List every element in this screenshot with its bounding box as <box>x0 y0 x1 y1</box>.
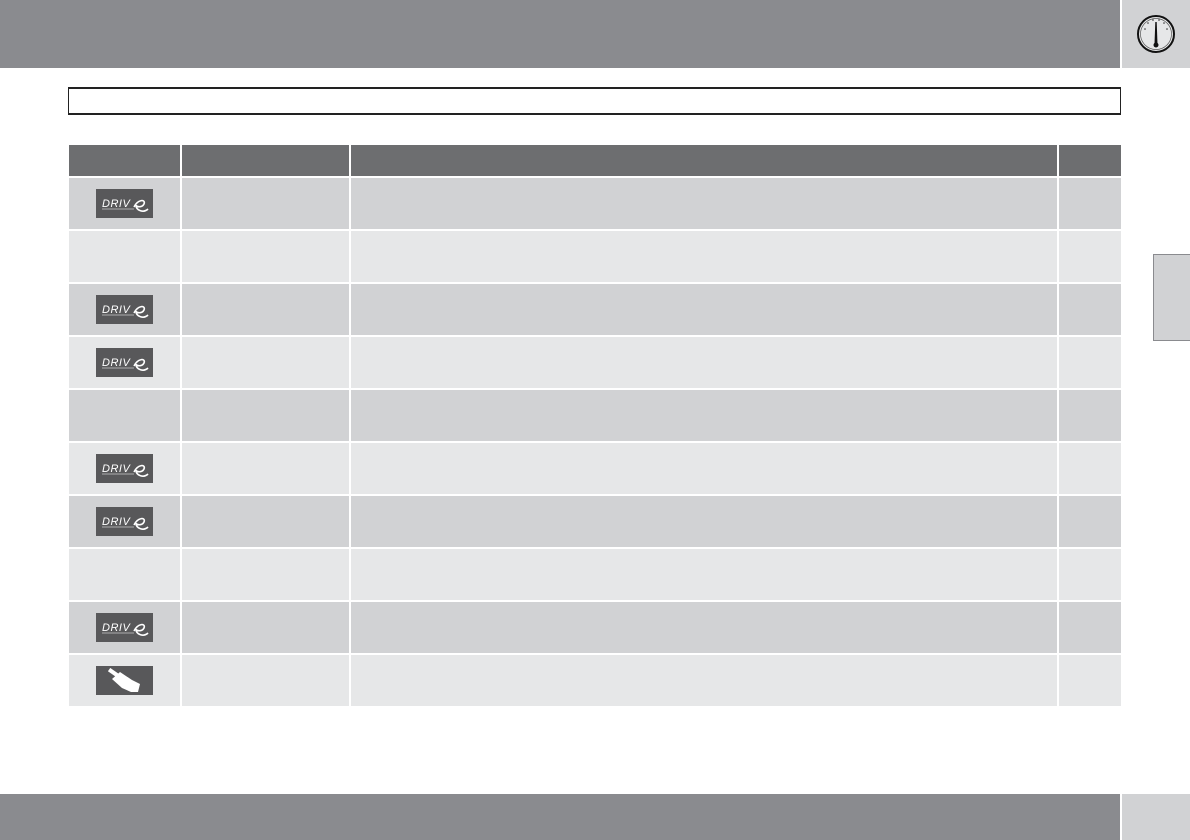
svg-text:DRIV: DRIV <box>102 516 131 528</box>
name-cell <box>182 390 349 441</box>
feature-table: DRIV DRIV DRIV DRIV DRIV DRIV <box>69 145 1121 708</box>
drive-e-logo-icon: DRIV <box>96 454 153 483</box>
svg-text:DRIV: DRIV <box>102 357 131 369</box>
page-cell <box>1059 390 1121 441</box>
table-row <box>69 231 1121 282</box>
page-cell <box>1059 496 1121 547</box>
name-cell <box>182 231 349 282</box>
table-row <box>69 655 1121 706</box>
symbol-cell <box>69 655 180 706</box>
page-cell <box>1059 178 1121 229</box>
table-row: DRIV <box>69 337 1121 388</box>
top-banner <box>0 0 1120 68</box>
name-cell <box>182 443 349 494</box>
name-cell <box>182 284 349 335</box>
symbol-cell: DRIV <box>69 284 180 335</box>
hand-card-icon <box>96 666 153 695</box>
name-cell <box>182 496 349 547</box>
name-cell <box>182 178 349 229</box>
bottom-banner <box>0 794 1120 840</box>
section-title-box <box>68 87 1121 115</box>
page-cell <box>1059 549 1121 600</box>
svg-text:DRIV: DRIV <box>102 622 131 634</box>
table-row: DRIV <box>69 178 1121 229</box>
symbol-cell: DRIV <box>69 602 180 653</box>
drive-e-logo-icon: DRIV <box>96 295 153 324</box>
description-cell <box>351 443 1057 494</box>
header-cell-page <box>1059 145 1121 176</box>
page-cell <box>1059 284 1121 335</box>
symbol-cell: DRIV <box>69 443 180 494</box>
table-row: DRIV <box>69 284 1121 335</box>
page-cell <box>1059 602 1121 653</box>
symbol-cell: DRIV <box>69 178 180 229</box>
name-cell <box>182 337 349 388</box>
description-cell <box>351 178 1057 229</box>
table-row: DRIV <box>69 602 1121 653</box>
svg-text:DRIV: DRIV <box>102 198 131 210</box>
table-header <box>69 145 1121 176</box>
svg-text:DRIV: DRIV <box>102 304 131 316</box>
chapter-tab <box>1122 0 1190 68</box>
side-section-tab[interactable] <box>1153 254 1190 341</box>
symbol-cell: DRIV <box>69 337 180 388</box>
table-row: DRIV <box>69 443 1121 494</box>
page-cell <box>1059 231 1121 282</box>
drive-e-logo-icon: DRIV <box>96 189 153 218</box>
table-row: DRIV <box>69 496 1121 547</box>
page-number-box <box>1122 794 1190 840</box>
name-cell <box>182 549 349 600</box>
table-row <box>69 390 1121 441</box>
speedometer-gauge-icon <box>1137 15 1175 53</box>
svg-text:DRIV: DRIV <box>102 463 131 475</box>
drive-e-logo-icon: DRIV <box>96 507 153 536</box>
name-cell <box>182 655 349 706</box>
symbol-cell <box>69 549 180 600</box>
symbol-cell: DRIV <box>69 496 180 547</box>
table-row <box>69 549 1121 600</box>
description-cell <box>351 337 1057 388</box>
description-cell <box>351 390 1057 441</box>
name-cell <box>182 602 349 653</box>
drive-e-logo-icon: DRIV <box>96 613 153 642</box>
page-cell <box>1059 655 1121 706</box>
description-cell <box>351 655 1057 706</box>
description-cell <box>351 549 1057 600</box>
header-cell-symbol <box>69 145 180 176</box>
header-cell-description <box>351 145 1057 176</box>
page-cell <box>1059 443 1121 494</box>
drive-e-logo-icon: DRIV <box>96 348 153 377</box>
description-cell <box>351 284 1057 335</box>
symbol-cell <box>69 390 180 441</box>
page-cell <box>1059 337 1121 388</box>
description-cell <box>351 496 1057 547</box>
description-cell <box>351 231 1057 282</box>
description-cell <box>351 602 1057 653</box>
header-cell-name <box>182 145 349 176</box>
symbol-cell <box>69 231 180 282</box>
